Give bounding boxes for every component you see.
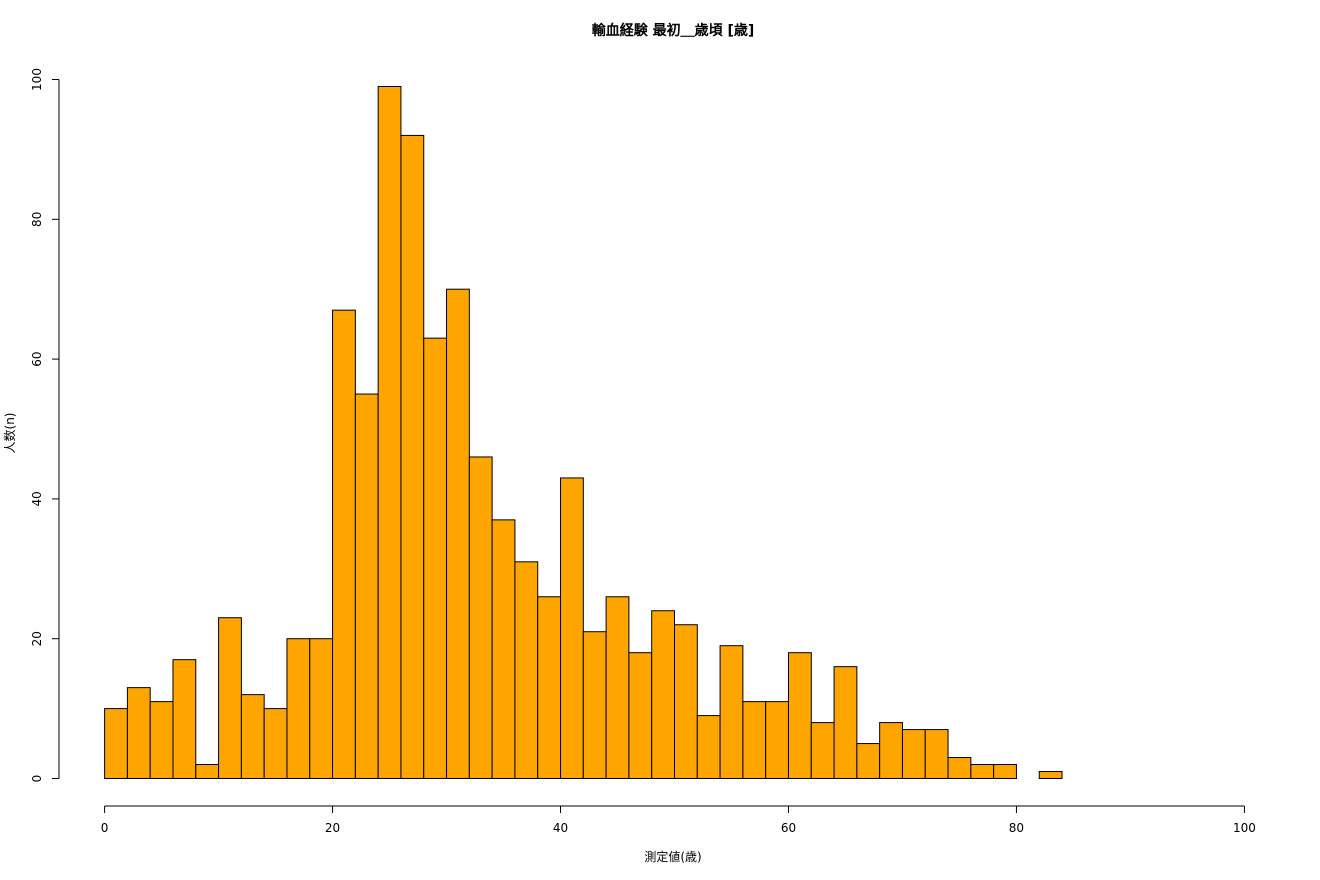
x-tick-label: 0 (101, 821, 109, 835)
histogram-bar (833, 666, 858, 779)
histogram-bar (810, 722, 835, 780)
histogram-bar (742, 701, 767, 779)
x-tick-label: 100 (1233, 821, 1256, 835)
histogram-bar (240, 694, 265, 779)
y-axis: 0 20 40 60 80 100 (30, 68, 60, 783)
histogram-bar (765, 701, 789, 779)
histogram-bar (582, 631, 607, 780)
histogram-bar (537, 596, 562, 780)
histogram-bar (924, 729, 949, 780)
y-tick-label: 100 (30, 68, 44, 91)
histogram-bar (674, 624, 698, 779)
histogram-bar (149, 701, 174, 779)
histogram-bar (901, 729, 926, 780)
y-tick-label: 0 (30, 775, 44, 783)
histogram-bar (696, 715, 721, 780)
histogram-bar (218, 617, 242, 779)
y-tick-label: 80 (30, 212, 44, 227)
histogram-bar (400, 134, 425, 780)
histogram-bar (560, 477, 584, 779)
histogram-bar (354, 393, 379, 779)
y-tick-label: 60 (30, 351, 44, 366)
histogram-bar (491, 519, 516, 779)
bars-group (104, 85, 1063, 780)
y-axis-label: 人数(n) (2, 413, 17, 454)
x-tick-label: 20 (325, 821, 340, 835)
histogram-bar (126, 687, 151, 780)
histogram-bar (446, 288, 470, 779)
histogram-bar (286, 638, 311, 780)
y-tick-label: 20 (30, 631, 44, 646)
histogram-bar (993, 764, 1017, 780)
histogram-bar (263, 708, 288, 779)
histogram-bar (856, 743, 881, 779)
histogram-bar (947, 757, 972, 780)
histogram-bar (309, 638, 334, 780)
histogram-bar (172, 659, 197, 779)
x-axis-label: 測定値(歳) (644, 849, 701, 864)
y-tick-label: 40 (30, 491, 44, 506)
histogram-bar (719, 645, 744, 779)
histogram-bar (423, 337, 448, 779)
x-tick-label: 60 (781, 821, 796, 835)
histogram-bar (514, 561, 539, 779)
histogram-bar (332, 309, 356, 779)
histogram-bar (104, 708, 128, 779)
histogram-bar (879, 722, 903, 780)
chart-title: 輸血経験 最初＿歳頃 [歳] (592, 22, 755, 39)
x-tick-label: 80 (1009, 821, 1024, 835)
x-axis: 0 20 40 60 80 100 (101, 805, 1256, 835)
histogram-bar (1038, 771, 1063, 780)
histogram-bar (377, 85, 402, 780)
histogram-bar (970, 764, 995, 780)
x-tick-label: 40 (553, 821, 568, 835)
histogram-bar (468, 456, 493, 779)
histogram-bar (787, 652, 812, 779)
histogram-bar (651, 610, 675, 779)
histogram-bar (628, 652, 653, 779)
histogram-bar (195, 764, 220, 780)
histogram-bar (605, 596, 630, 780)
